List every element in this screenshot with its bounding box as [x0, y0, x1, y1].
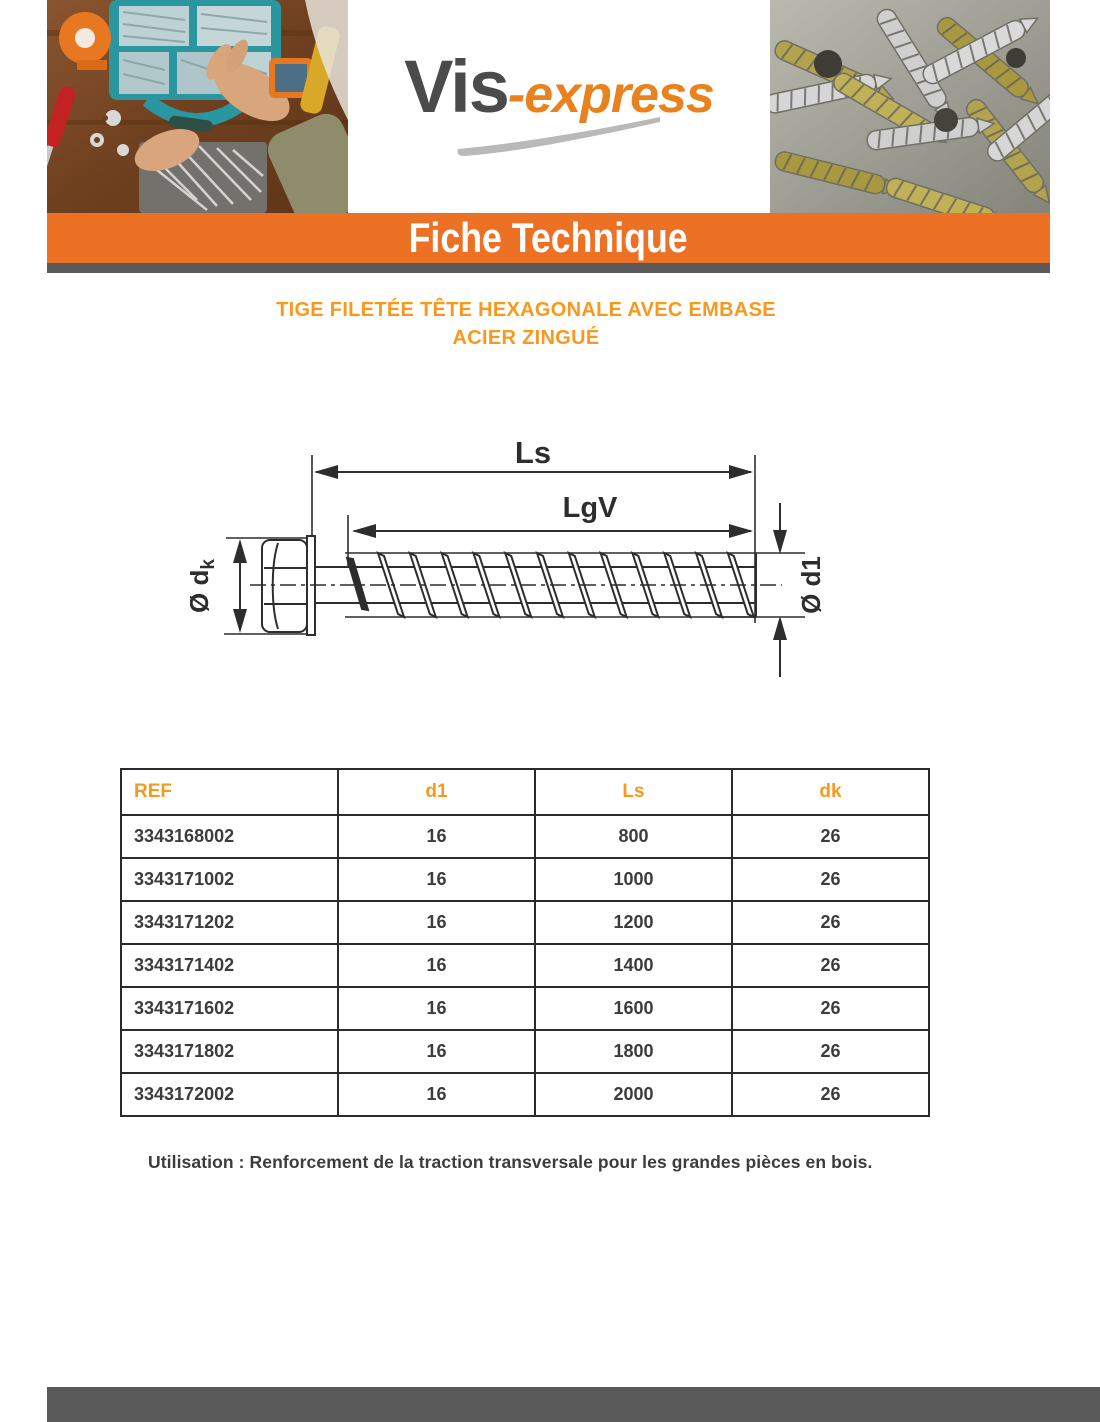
cell-ref: 3343172002: [120, 1072, 339, 1117]
spec-table-body: 3343168002 16 800 26 3343171002 16 1000 26 33431…: [120, 814, 930, 1117]
screw-head: [1006, 48, 1026, 68]
header-ls: Ls: [534, 768, 733, 816]
cell-ref: 3343171802: [120, 1029, 339, 1074]
thread-blade: [471, 551, 502, 619]
cell-value: 2000: [534, 1072, 733, 1117]
table-row: 3343172002 16 2000 26: [120, 1072, 930, 1117]
table-header-row: REF d1 Ls dk: [120, 768, 930, 816]
cell-value: 1800: [534, 1029, 733, 1074]
cell-ref: 3343171002: [120, 857, 339, 902]
cell-value: 26: [731, 1072, 930, 1117]
cell-value: 1400: [534, 943, 733, 988]
washers: [90, 110, 129, 156]
cell-value: 26: [731, 814, 930, 859]
usage-note: Utilisation : Renforcement de la tractio…: [148, 1152, 873, 1172]
table-row: 3343168002 16 800 26: [120, 814, 930, 859]
logo-text-secondary: -express: [507, 66, 715, 124]
cell-value: 26: [731, 1029, 930, 1074]
thread-blade: [503, 551, 533, 619]
banner-title: Fiche Technique: [408, 214, 689, 261]
cell-value: 16: [337, 1072, 536, 1117]
cell-value: 26: [731, 857, 930, 902]
cell-value: 1600: [534, 986, 733, 1031]
cell-ref: 3343171402: [120, 943, 339, 988]
cell-ref: 3343171602: [120, 986, 339, 1031]
tape-measure: [59, 12, 111, 70]
cell-value: 26: [731, 986, 930, 1031]
label-total-length: Ls: [515, 435, 551, 470]
label-thread-length: LgV: [563, 492, 618, 524]
screws-photo: [770, 0, 1050, 213]
cell-value: 16: [337, 857, 536, 902]
vis-express-logo: Vis-express: [404, 44, 715, 157]
footer-bar: [47, 1387, 1100, 1422]
parts-bin: [269, 58, 313, 98]
screw-head: [814, 50, 842, 78]
screw-diagram-svg: Ls LgV Ø dk Ø d1: [190, 435, 826, 677]
cell-value: 16: [337, 1029, 536, 1074]
cell-value: 16: [337, 814, 536, 859]
table-row: 3343171602 16 1600 26: [120, 986, 930, 1031]
dimension-arrows: [233, 465, 787, 640]
thread-runout: [345, 556, 370, 612]
hex-head: [261, 539, 308, 633]
spec-table-head: REF d1 Ls dk: [120, 768, 930, 816]
spec-table: REF d1 Ls dk 3343168002 16 800 26 3343171002…: [120, 768, 930, 1117]
table-row: 3343171402 16 1400 26: [120, 943, 930, 988]
cell-value: 16: [337, 900, 536, 945]
logo-text-primary: Vis: [404, 45, 510, 128]
label-head-diameter: Ø dk: [190, 559, 219, 613]
header-d1: d1: [337, 768, 536, 816]
cell-value: 1000: [534, 857, 733, 902]
banner: Fiche Technique: [47, 213, 1050, 263]
title-line-2: ACIER ZINGUÉ: [452, 327, 600, 349]
table-row: 3343171802 16 1800 26: [120, 1029, 930, 1074]
screwdriver: [47, 86, 76, 185]
workbench-photo-art: [47, 0, 348, 213]
page-header: Vis-express: [47, 0, 1050, 213]
cell-value: 26: [731, 900, 930, 945]
table-row: 3343171002 16 1000 26: [120, 857, 930, 902]
cell-value: 800: [534, 814, 733, 859]
header-dk: dk: [731, 768, 930, 816]
header-divider-bar: [47, 263, 1050, 273]
technical-drawing: Ls LgV Ø dk Ø d1: [190, 425, 850, 695]
document-title: TIGE FILETÉE TÊTE HEXAGONALE AVEC EMBASE…: [47, 296, 1005, 352]
screw-head: [934, 108, 958, 132]
table-row: 3343171202 16 1200 26: [120, 900, 930, 945]
cell-value: 26: [731, 943, 930, 988]
screw-drawing: [250, 535, 782, 636]
workbench-photo: [47, 0, 348, 213]
cell-value: 1200: [534, 900, 733, 945]
cell-value: 16: [337, 986, 536, 1031]
screws-photo-art: [770, 0, 1050, 213]
cell-ref: 3343171202: [120, 900, 339, 945]
header-ref: REF: [120, 768, 339, 816]
logo-panel: Vis-express: [348, 0, 770, 213]
hands: [134, 39, 348, 213]
cell-value: 16: [337, 943, 536, 988]
logo-swoosh: [457, 117, 660, 156]
white-sleeve: [305, 0, 348, 120]
cell-ref: 3343168002: [120, 814, 339, 859]
label-rod-diameter: Ø d1: [796, 556, 826, 614]
title-line-1: TIGE FILETÉE TÊTE HEXAGONALE AVEC EMBASE: [276, 299, 776, 321]
